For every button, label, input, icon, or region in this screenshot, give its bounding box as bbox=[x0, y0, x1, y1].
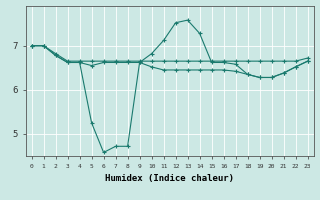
X-axis label: Humidex (Indice chaleur): Humidex (Indice chaleur) bbox=[105, 174, 234, 183]
